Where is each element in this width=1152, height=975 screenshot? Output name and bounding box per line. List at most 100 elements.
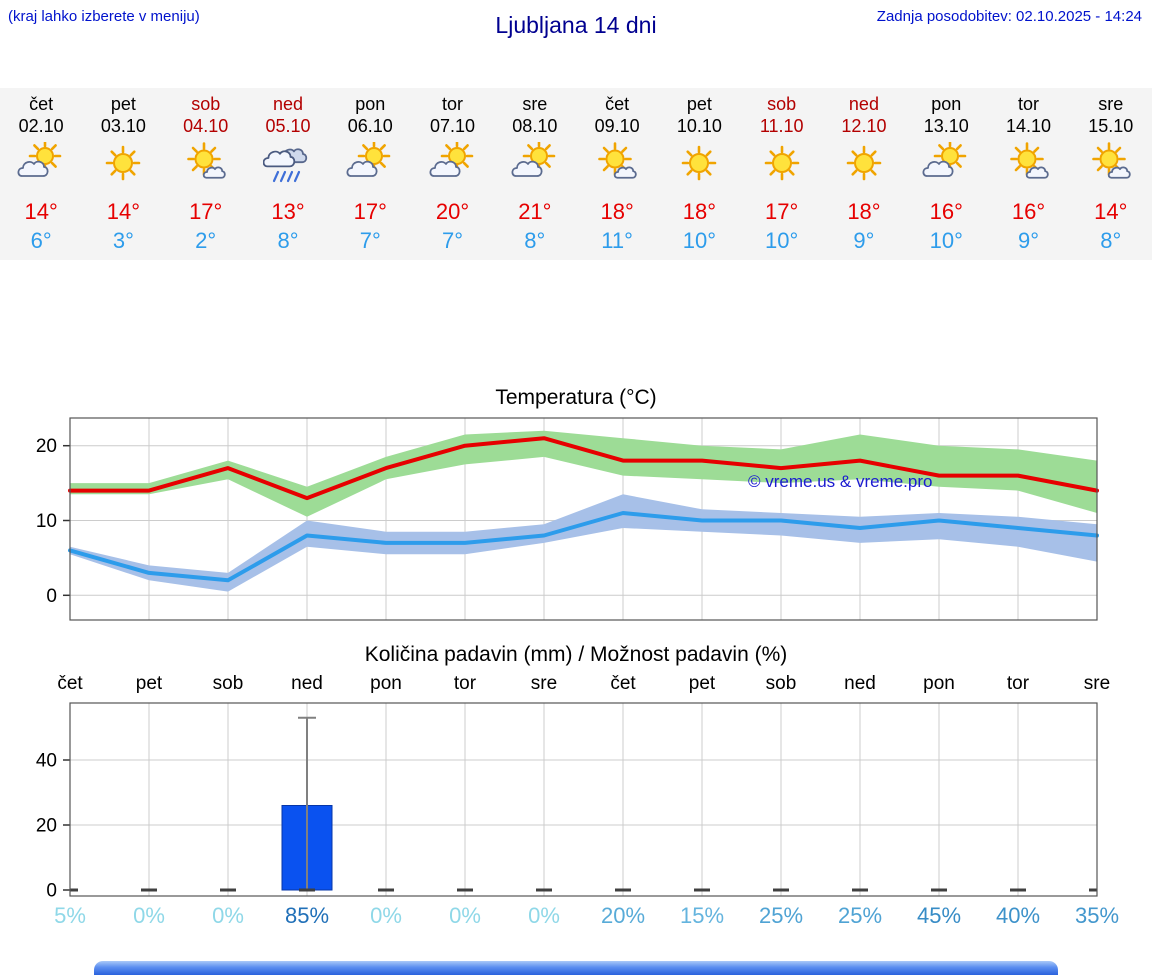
sun-cloud-icon (922, 142, 967, 177)
min-temp: 11° (601, 228, 633, 253)
forecast-day-12[interactable]: pon 13.10 16° 10° (905, 88, 987, 260)
weather-icon-wrap (411, 139, 493, 189)
max-temp: 17° (765, 199, 799, 224)
precip-probability: 20% (600, 903, 646, 928)
day-date: 13.10 (923, 116, 969, 136)
precip-ytick: 40 (36, 751, 57, 772)
max-temp: 18° (682, 199, 717, 224)
forecast-strip: čet 02.10 14° 6° pet 03.10 14° 3° sob 04.10 17° 2° n… (0, 88, 1152, 260)
max-temp: 17° (189, 199, 223, 224)
max-temp: 18° (600, 199, 634, 224)
sun-icon (106, 145, 141, 181)
max-temp: 18° (847, 199, 881, 224)
precip-day-label: čet (57, 673, 83, 694)
precip-probability: 15% (679, 903, 725, 928)
max-temp: 14° (24, 199, 58, 224)
forecast-day-1[interactable]: čet 02.10 14° 6° (0, 88, 82, 260)
page-title: Ljubljana 14 dni (495, 12, 657, 38)
max-temp: 17° (353, 199, 387, 224)
temp-ytick: 20 (36, 436, 57, 457)
max-temperature-line (68, 436, 1099, 501)
max-temp: 16° (929, 199, 963, 224)
sun-small-cloud-icon (598, 142, 637, 179)
day-name: tor (1018, 94, 1040, 114)
forecast-day-3[interactable]: sob 04.10 17° 2° (165, 88, 247, 260)
forecast-day-14[interactable]: sre 15.10 14° 8° (1070, 88, 1152, 260)
precip-probability: 25% (837, 903, 883, 928)
min-temp: 8° (1100, 228, 1122, 253)
forecast-day-2[interactable]: pet 03.10 14° 3° (82, 88, 164, 260)
day-name: sob (767, 94, 797, 114)
day-name: sre (522, 94, 548, 114)
precip-day-label: sre (1083, 673, 1111, 694)
weather-icon-wrap (1070, 139, 1152, 189)
weather-icon-wrap (329, 139, 411, 189)
weather-icon-wrap (823, 139, 905, 189)
weather-icon-wrap (905, 139, 987, 189)
min-temp: 2° (195, 228, 217, 253)
temperature-chart-title: Temperatura (°C) (495, 386, 657, 409)
forecast-day-9[interactable]: pet 10.10 18° 10° (658, 88, 740, 260)
forecast-day-4[interactable]: ned 05.10 13° 8° (247, 88, 329, 260)
weather-icon-wrap (82, 139, 164, 189)
forecast-day-11[interactable]: ned 12.10 18° 9° (823, 88, 905, 260)
max-temperature-band (70, 430, 1097, 517)
min-temp: 7° (359, 228, 381, 253)
day-date: 07.10 (430, 116, 476, 136)
max-temp: 21° (518, 199, 552, 224)
forecast-day-7[interactable]: sre 08.10 21° 8° (494, 88, 576, 260)
precip-day-label: pon (923, 673, 955, 694)
weather-icon-wrap (987, 139, 1069, 189)
precip-probability: 25% (758, 903, 804, 928)
precip-day-label: pet (688, 673, 716, 694)
precip-chart-title: Količina padavin (mm) / Možnost padavin … (364, 643, 788, 666)
day-date: 09.10 (594, 116, 640, 136)
day-date: 02.10 (18, 116, 64, 136)
day-name: tor (442, 94, 464, 114)
precip-day-label: ned (844, 673, 876, 694)
min-temp: 9° (1017, 228, 1040, 253)
max-temp: 14° (106, 199, 141, 224)
day-date: 05.10 (265, 116, 311, 136)
sun-cloud-icon (511, 142, 556, 177)
sun-cloud-icon (346, 142, 391, 177)
sun-icon (846, 145, 882, 181)
precip-probability-row: 5% 0% 0% 85% 0% 0% 0% 20% 15% 25% 25% 45% 40% 35% (0, 903, 1152, 933)
last-update: Zadnja posodobitev: 02.10.2025 - 14:24 (876, 8, 1142, 25)
weather-icon-wrap (658, 139, 740, 189)
day-name: ned (272, 94, 303, 114)
day-name: sob (191, 94, 221, 114)
day-date: 15.10 (1088, 116, 1134, 136)
temp-ytick: 10 (36, 511, 57, 532)
forecast-day-13[interactable]: tor 14.10 16° 9° (987, 88, 1069, 260)
sun-small-cloud-icon (1091, 142, 1131, 179)
max-temp: 14° (1094, 199, 1128, 224)
precip-day-labels: čet pet sob ned pon tor sre čet pet sob ned pon tor s… (0, 673, 1152, 697)
precip-day-label: čet (610, 673, 636, 694)
forecast-day-6[interactable]: tor 07.10 20° 7° (411, 88, 493, 260)
bottom-banner[interactable] (94, 961, 1058, 975)
precip-day-label: ned (291, 673, 323, 694)
day-name: pon (931, 94, 962, 114)
sun-icon (682, 145, 717, 181)
precip-probability: 0% (449, 903, 481, 928)
forecast-day-5[interactable]: pon 06.10 17° 7° (329, 88, 411, 260)
precip-day-label: tor (1006, 673, 1030, 694)
precip-probability: 0% (370, 903, 402, 928)
day-date: 06.10 (347, 116, 393, 136)
forecast-day-8[interactable]: čet 09.10 18° 11° (576, 88, 658, 260)
temp-ytick: 0 (46, 586, 57, 607)
precip-probability: 0% (133, 903, 165, 928)
day-date: 14.10 (1005, 116, 1052, 136)
day-date: 10.10 (676, 116, 722, 136)
day-name: sre (1098, 94, 1124, 114)
precip-day-label: tor (453, 673, 477, 694)
min-temp: 7° (442, 228, 464, 253)
weather-icon-wrap (0, 139, 82, 189)
temperature-chart: 0 10 20 © vreme.us & vreme.pro (36, 417, 1099, 621)
forecast-day-10[interactable]: sob 11.10 17° 10° (741, 88, 823, 260)
day-name: čet (605, 94, 630, 114)
day-date: 11.10 (759, 116, 804, 136)
min-temperature-line (68, 511, 1099, 583)
precip-day-label: sob (765, 673, 797, 694)
